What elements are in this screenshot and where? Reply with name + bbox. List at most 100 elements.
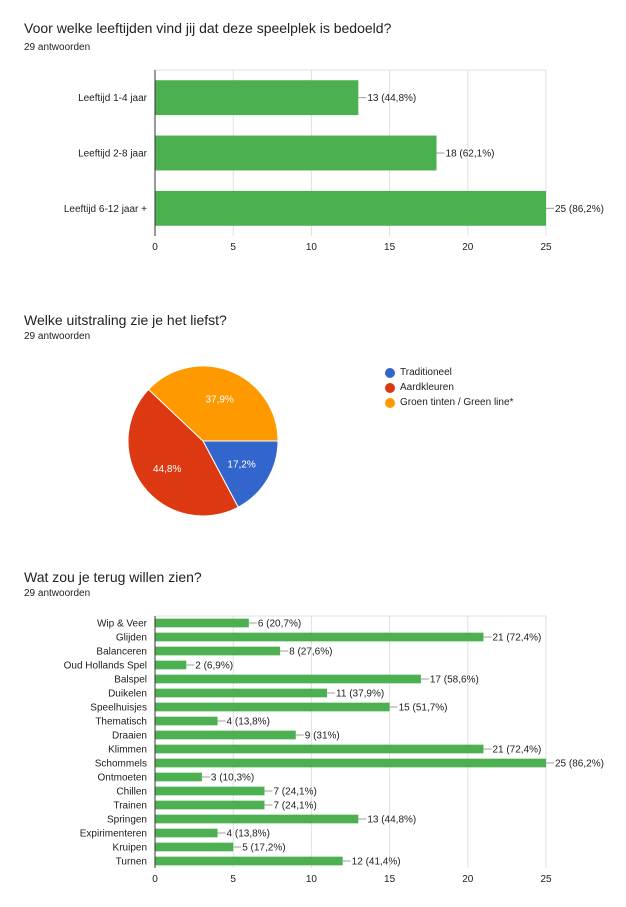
category-label: Duikelen (108, 689, 147, 700)
legend-label: Aardkleuren (400, 382, 454, 393)
x-tick-label: 15 (384, 874, 396, 885)
bar (155, 842, 234, 852)
x-tick-label: 5 (230, 242, 236, 253)
bar (155, 702, 390, 712)
category-label: Leeftijd 6-12 jaar + (64, 204, 147, 215)
x-tick-label: 20 (462, 242, 474, 253)
bar (155, 758, 546, 768)
category-label: Draaien (112, 731, 147, 742)
data-label: 15 (51,7%) (399, 703, 448, 714)
x-tick-label: 10 (306, 874, 318, 885)
legend-label: Groen tinten / Green line* (400, 397, 514, 408)
category-label: Thematisch (95, 717, 147, 728)
x-tick-label: 5 (230, 874, 236, 885)
bar (155, 786, 265, 796)
data-label: 7 (24,1%) (273, 787, 316, 798)
legend-swatch (385, 382, 395, 393)
legend-item-groen-tinten: Groen tinten / Green line* (385, 395, 513, 410)
category-label: Chillen (116, 787, 147, 798)
x-tick-label: 20 (462, 874, 474, 885)
pie-slice (202, 440, 279, 508)
data-label: 6 (20,7%) (258, 619, 301, 630)
x-tick-label: 0 (152, 242, 158, 253)
legend-item-traditioneel: Traditioneel (385, 365, 513, 380)
pie-data-label: 44,8% (153, 464, 181, 475)
bar (155, 688, 328, 698)
data-label: 18 (62,1%) (446, 149, 495, 160)
data-label: 21 (72,4%) (492, 633, 541, 644)
bar (155, 135, 437, 171)
data-label: 4 (13,8%) (227, 717, 270, 728)
legend-swatch (385, 397, 395, 408)
bar (155, 632, 484, 642)
data-label: 13 (44,8%) (367, 815, 416, 826)
question-title-ages: Voor welke leeftijden vind jij dat deze … (24, 20, 392, 36)
category-label: Balspel (114, 675, 147, 686)
category-label: Klimmen (108, 745, 147, 756)
x-tick-label: 0 (152, 874, 158, 885)
data-label: 4 (13,8%) (227, 829, 270, 840)
category-label: Ontmoeten (98, 773, 147, 784)
data-label: 8 (27,6%) (289, 647, 332, 658)
category-label: Glijden (116, 633, 147, 644)
pie-slice (147, 365, 279, 442)
bar (155, 618, 249, 628)
data-label: 5 (17,2%) (242, 843, 285, 854)
response-count-ages: 29 antwoorden (24, 42, 91, 53)
bar (155, 744, 484, 754)
data-label: 12 (41,4%) (352, 857, 401, 868)
category-label: Kruipen (113, 843, 147, 854)
ages-bar-chart: 0 5 10 15 20 25 Leeftijd 1-4 jaar 13 (44,8%) Lee… (64, 69, 604, 253)
category-label: Springen (107, 815, 147, 826)
question-title-style: Welke uitstraling zie je het liefst? (24, 312, 227, 328)
bar (155, 80, 359, 116)
bar (155, 190, 546, 226)
bar (155, 814, 359, 824)
category-label: Leeftijd 2-8 jaar (78, 149, 148, 160)
data-label: 17 (58,6%) (430, 675, 479, 686)
bar (155, 716, 218, 726)
legend-swatch (385, 367, 395, 378)
category-label: Trainen (113, 801, 147, 812)
bar (155, 646, 281, 656)
bar (155, 828, 218, 838)
x-tick-label: 10 (306, 242, 318, 253)
bar (155, 800, 265, 810)
category-label: Wip & Veer (97, 619, 148, 630)
category-label: Expirimenteren (80, 829, 147, 840)
pie-legend: Traditioneel Aardkleuren Groen tinten / … (385, 365, 513, 410)
x-tick-label: 25 (540, 242, 552, 253)
bar (155, 856, 343, 866)
response-count-style: 29 antwoorden (24, 331, 91, 342)
question-title-features: Wat zou je terug willen zien? (24, 569, 202, 585)
data-label: 13 (44,8%) (367, 93, 416, 104)
legend-item-aardkleuren: Aardkleuren (385, 380, 513, 395)
data-label: 25 (86,2%) (555, 204, 604, 215)
response-count-features: 29 antwoorden (24, 588, 91, 599)
data-label: 21 (72,4%) (492, 745, 541, 756)
style-pie-chart: 17,2% 44,8% 37,9% (127, 365, 279, 517)
pie-data-label: 37,9% (205, 395, 233, 406)
bar (155, 730, 296, 740)
bar (155, 660, 187, 670)
data-label: 2 (6,9%) (195, 661, 233, 672)
pie-slice (127, 388, 239, 517)
data-label: 25 (86,2%) (555, 759, 604, 770)
category-label: Leeftijd 1-4 jaar (78, 93, 148, 104)
category-label: Speelhuisjes (90, 703, 147, 714)
data-label: 9 (31%) (305, 731, 340, 742)
bar (155, 772, 202, 782)
pie-data-label: 17,2% (227, 460, 255, 471)
category-label: Turnen (116, 857, 147, 868)
x-tick-label: 15 (384, 242, 396, 253)
category-label: Balanceren (96, 647, 147, 658)
category-label: Schommels (95, 759, 147, 770)
legend-label: Traditioneel (400, 367, 452, 378)
category-label: Oud Hollands Spel (64, 661, 147, 672)
data-label: 11 (37,9%) (336, 689, 384, 700)
x-tick-label: 25 (540, 874, 552, 885)
data-label: 7 (24,1%) (273, 801, 316, 812)
features-bar-chart: 0 5 10 15 20 25 Wip & Veer 6 (20,7%) Glijden 21 (… (64, 615, 604, 885)
bar (155, 674, 421, 684)
data-label: 3 (10,3%) (211, 773, 254, 784)
